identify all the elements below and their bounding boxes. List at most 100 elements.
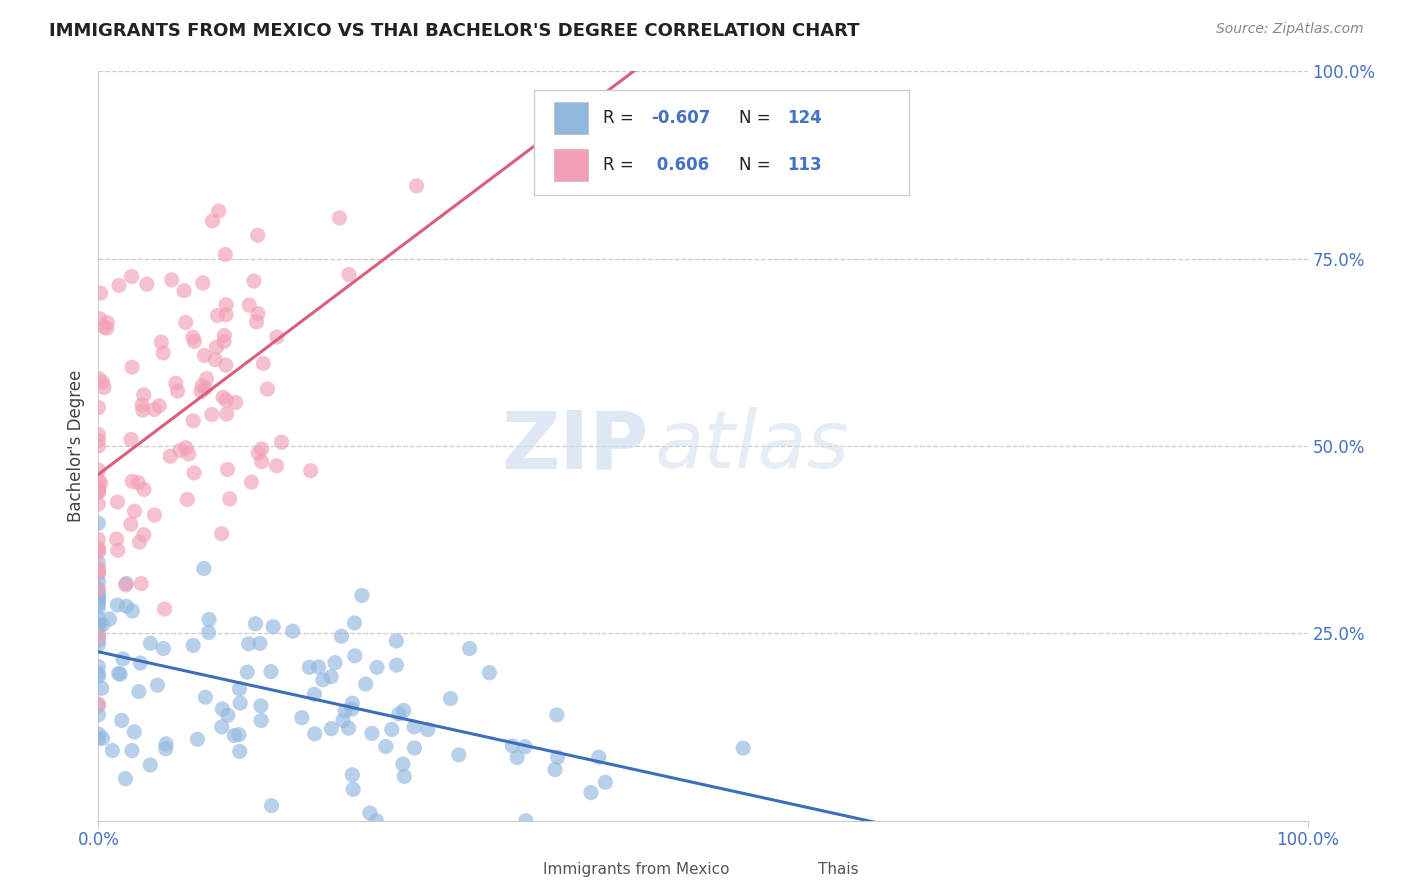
Point	[166, 384, 188, 398]
Point	[236, 665, 259, 679]
Point	[319, 670, 342, 684]
Point	[132, 403, 155, 417]
Point	[129, 656, 152, 670]
Point	[96, 321, 118, 335]
Point	[208, 204, 231, 219]
Text: N =: N =	[740, 156, 776, 174]
Point	[127, 475, 149, 490]
Point	[108, 278, 131, 293]
Point	[388, 706, 411, 721]
Point	[228, 728, 250, 742]
Point	[211, 720, 233, 734]
Point	[91, 731, 114, 746]
Point	[343, 615, 366, 630]
Point	[218, 491, 240, 506]
Point	[359, 806, 381, 821]
Point	[215, 393, 238, 408]
Point	[270, 435, 292, 450]
Point	[155, 737, 177, 751]
Point	[174, 441, 197, 455]
Point	[181, 414, 204, 428]
Point	[256, 382, 278, 396]
Point	[89, 311, 111, 326]
Point	[333, 704, 356, 718]
Point	[374, 739, 396, 754]
Point	[342, 768, 364, 782]
Point	[385, 658, 408, 673]
Point	[139, 636, 162, 650]
Point	[733, 741, 755, 756]
Text: Immigrants from Mexico: Immigrants from Mexico	[543, 862, 730, 877]
Point	[304, 727, 326, 741]
Point	[238, 637, 260, 651]
Point	[132, 527, 155, 541]
Y-axis label: Bachelor's Degree: Bachelor's Degree	[66, 370, 84, 522]
Point	[98, 612, 121, 626]
FancyBboxPatch shape	[534, 90, 908, 195]
Point	[354, 677, 377, 691]
Point	[246, 307, 269, 321]
Point	[204, 352, 226, 367]
Point	[87, 562, 110, 576]
Point	[107, 543, 129, 558]
Point	[205, 340, 228, 354]
Point	[87, 617, 110, 632]
Point	[107, 666, 129, 681]
Point	[332, 714, 354, 728]
Point	[122, 724, 145, 739]
Point	[87, 594, 110, 608]
Point	[211, 526, 233, 541]
Point	[152, 346, 174, 360]
Point	[247, 446, 270, 460]
Point	[87, 611, 110, 625]
Point	[260, 665, 283, 679]
Point	[165, 376, 187, 391]
Point	[87, 434, 110, 448]
Point	[121, 475, 143, 489]
Point	[87, 727, 110, 741]
Point	[87, 707, 110, 722]
Text: ZIP: ZIP	[502, 407, 648, 485]
Point	[214, 328, 236, 343]
Point	[132, 483, 155, 497]
Point	[215, 298, 238, 312]
Point	[87, 564, 110, 578]
Point	[366, 814, 388, 828]
FancyBboxPatch shape	[554, 149, 588, 181]
Point	[190, 384, 212, 399]
Point	[579, 786, 602, 800]
Point	[105, 598, 128, 612]
Point	[87, 588, 110, 602]
Point	[153, 602, 176, 616]
Point	[183, 466, 205, 480]
Point	[87, 541, 110, 555]
Point	[87, 582, 110, 596]
Point	[87, 698, 110, 713]
Point	[250, 698, 273, 713]
Point	[132, 388, 155, 402]
Point	[87, 545, 110, 559]
Point	[87, 543, 110, 558]
Point	[87, 427, 110, 442]
Point	[143, 508, 166, 522]
Point	[87, 659, 110, 673]
Point	[392, 703, 415, 717]
Point	[304, 687, 326, 701]
Point	[215, 308, 238, 322]
Point	[183, 334, 205, 349]
Point	[458, 641, 481, 656]
Point	[404, 741, 426, 756]
Point	[312, 673, 335, 687]
Point	[506, 750, 529, 764]
Point	[87, 731, 110, 746]
Point	[337, 268, 360, 282]
Point	[243, 274, 266, 288]
Point	[101, 743, 124, 757]
Point	[120, 517, 142, 532]
Point	[342, 782, 364, 797]
Point	[299, 464, 322, 478]
Point	[173, 284, 195, 298]
Point	[87, 371, 110, 385]
Point	[595, 775, 617, 789]
Point	[404, 720, 426, 734]
